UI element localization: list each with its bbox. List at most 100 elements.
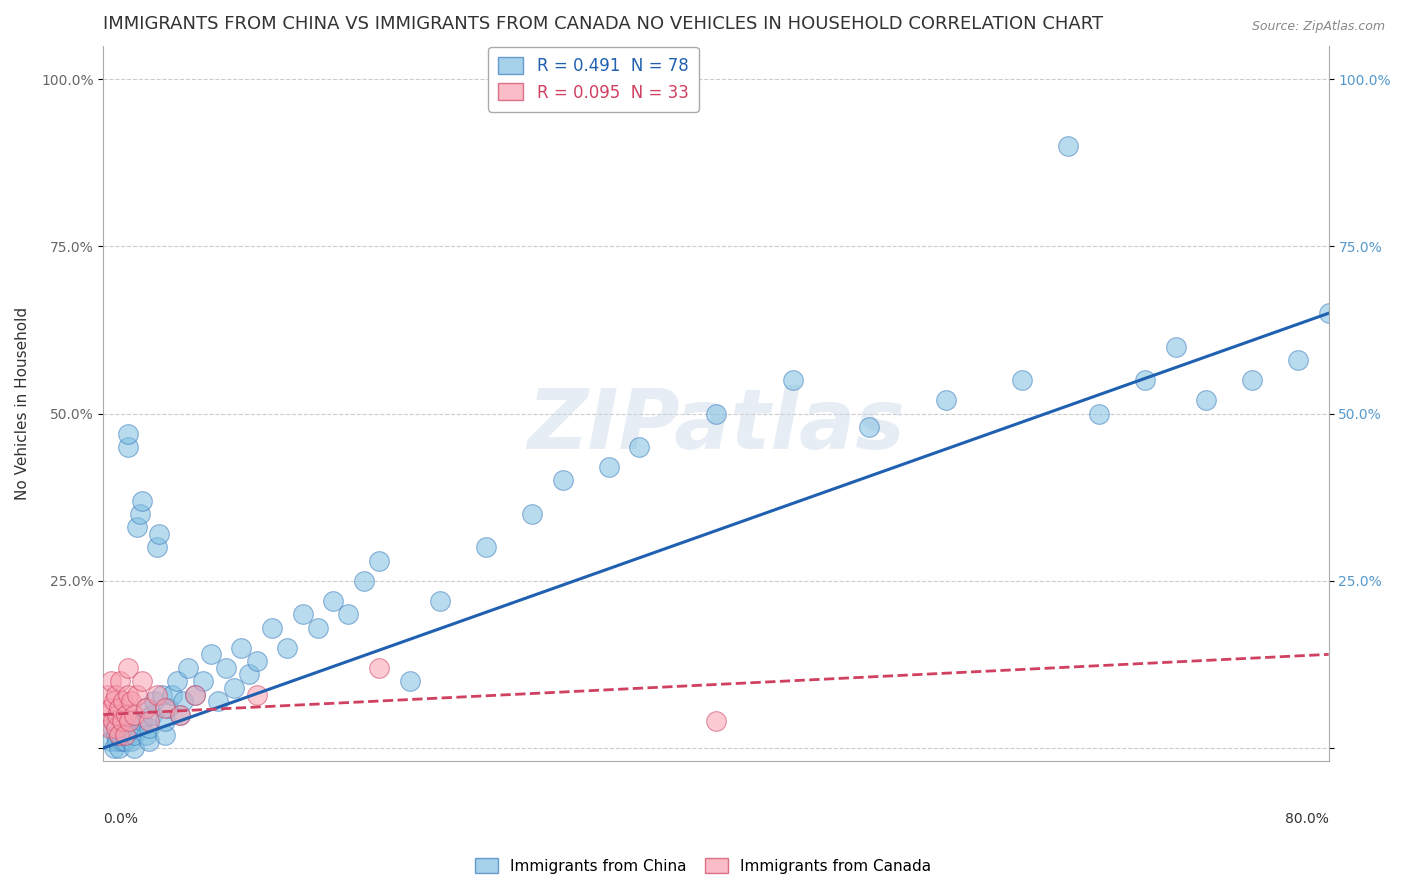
Point <box>1286 353 1309 368</box>
Point <box>1011 373 1033 387</box>
Point <box>117 688 139 702</box>
Point <box>107 707 129 722</box>
Text: ZIPatlas: ZIPatlas <box>527 384 905 466</box>
Point <box>135 728 157 742</box>
Point <box>138 714 160 729</box>
Point <box>551 474 574 488</box>
Point <box>117 426 139 441</box>
Point <box>1088 407 1111 421</box>
Point <box>120 734 142 748</box>
Point <box>276 640 298 655</box>
Point <box>153 728 176 742</box>
Point <box>101 714 124 729</box>
Point <box>156 701 179 715</box>
Point <box>176 661 198 675</box>
Point <box>101 721 124 735</box>
Point <box>100 734 122 748</box>
Point <box>122 741 145 756</box>
Point <box>98 721 121 735</box>
Point <box>131 714 153 729</box>
Point <box>858 420 880 434</box>
Point <box>107 701 129 715</box>
Point <box>105 707 128 722</box>
Point <box>398 674 420 689</box>
Point <box>1241 373 1264 387</box>
Point <box>191 674 214 689</box>
Point <box>105 734 128 748</box>
Point <box>122 728 145 742</box>
Point <box>104 728 127 742</box>
Point <box>782 373 804 387</box>
Point <box>1164 340 1187 354</box>
Legend: R = 0.491  N = 78, R = 0.095  N = 33: R = 0.491 N = 78, R = 0.095 N = 33 <box>488 47 699 112</box>
Point <box>104 714 127 729</box>
Point <box>118 714 141 729</box>
Point <box>322 594 344 608</box>
Point <box>153 701 176 715</box>
Point <box>935 393 957 408</box>
Point <box>115 728 138 742</box>
Point <box>246 654 269 668</box>
Point <box>291 607 314 622</box>
Point <box>111 734 134 748</box>
Point <box>628 440 651 454</box>
Point <box>307 621 329 635</box>
Point <box>222 681 245 695</box>
Point <box>704 714 727 729</box>
Point <box>368 554 391 568</box>
Point <box>120 721 142 735</box>
Point <box>100 701 122 715</box>
Point <box>246 688 269 702</box>
Point <box>107 741 129 756</box>
Text: IMMIGRANTS FROM CHINA VS IMMIGRANTS FROM CANADA NO VEHICLES IN HOUSEHOLD CORRELA: IMMIGRANTS FROM CHINA VS IMMIGRANTS FROM… <box>104 15 1104 33</box>
Point <box>117 661 139 675</box>
Point <box>200 648 222 662</box>
Point <box>129 507 152 521</box>
Point <box>107 728 129 742</box>
Point <box>135 701 157 715</box>
Point <box>143 694 166 708</box>
Point <box>96 707 118 722</box>
Point <box>103 741 125 756</box>
Point <box>162 688 184 702</box>
Point <box>1317 306 1340 320</box>
Point <box>1195 393 1218 408</box>
Point <box>1057 139 1080 153</box>
Point <box>353 574 375 588</box>
Point <box>207 694 229 708</box>
Point <box>148 527 170 541</box>
Point <box>103 694 125 708</box>
Point <box>337 607 360 622</box>
Point <box>118 714 141 729</box>
Point <box>138 734 160 748</box>
Point <box>215 661 238 675</box>
Point <box>598 460 620 475</box>
Point <box>429 594 451 608</box>
Point <box>231 640 253 655</box>
Point <box>97 688 120 702</box>
Point <box>131 493 153 508</box>
Point <box>114 734 136 748</box>
Point <box>104 721 127 735</box>
Point <box>120 694 142 708</box>
Point <box>100 674 122 689</box>
Point <box>117 440 139 454</box>
Point <box>104 688 127 702</box>
Legend: Immigrants from China, Immigrants from Canada: Immigrants from China, Immigrants from C… <box>468 852 938 880</box>
Text: 80.0%: 80.0% <box>1285 812 1329 825</box>
Point <box>134 701 156 715</box>
Point <box>127 688 149 702</box>
Point <box>141 707 163 722</box>
Point <box>111 714 134 729</box>
Point <box>112 694 135 708</box>
Point <box>704 407 727 421</box>
Point <box>115 707 138 722</box>
Point <box>146 688 169 702</box>
Point <box>522 507 544 521</box>
Point <box>1133 373 1156 387</box>
Y-axis label: No Vehicles in Household: No Vehicles in Household <box>15 307 30 500</box>
Point <box>131 674 153 689</box>
Point <box>184 688 207 702</box>
Point <box>169 707 191 722</box>
Point <box>238 667 260 681</box>
